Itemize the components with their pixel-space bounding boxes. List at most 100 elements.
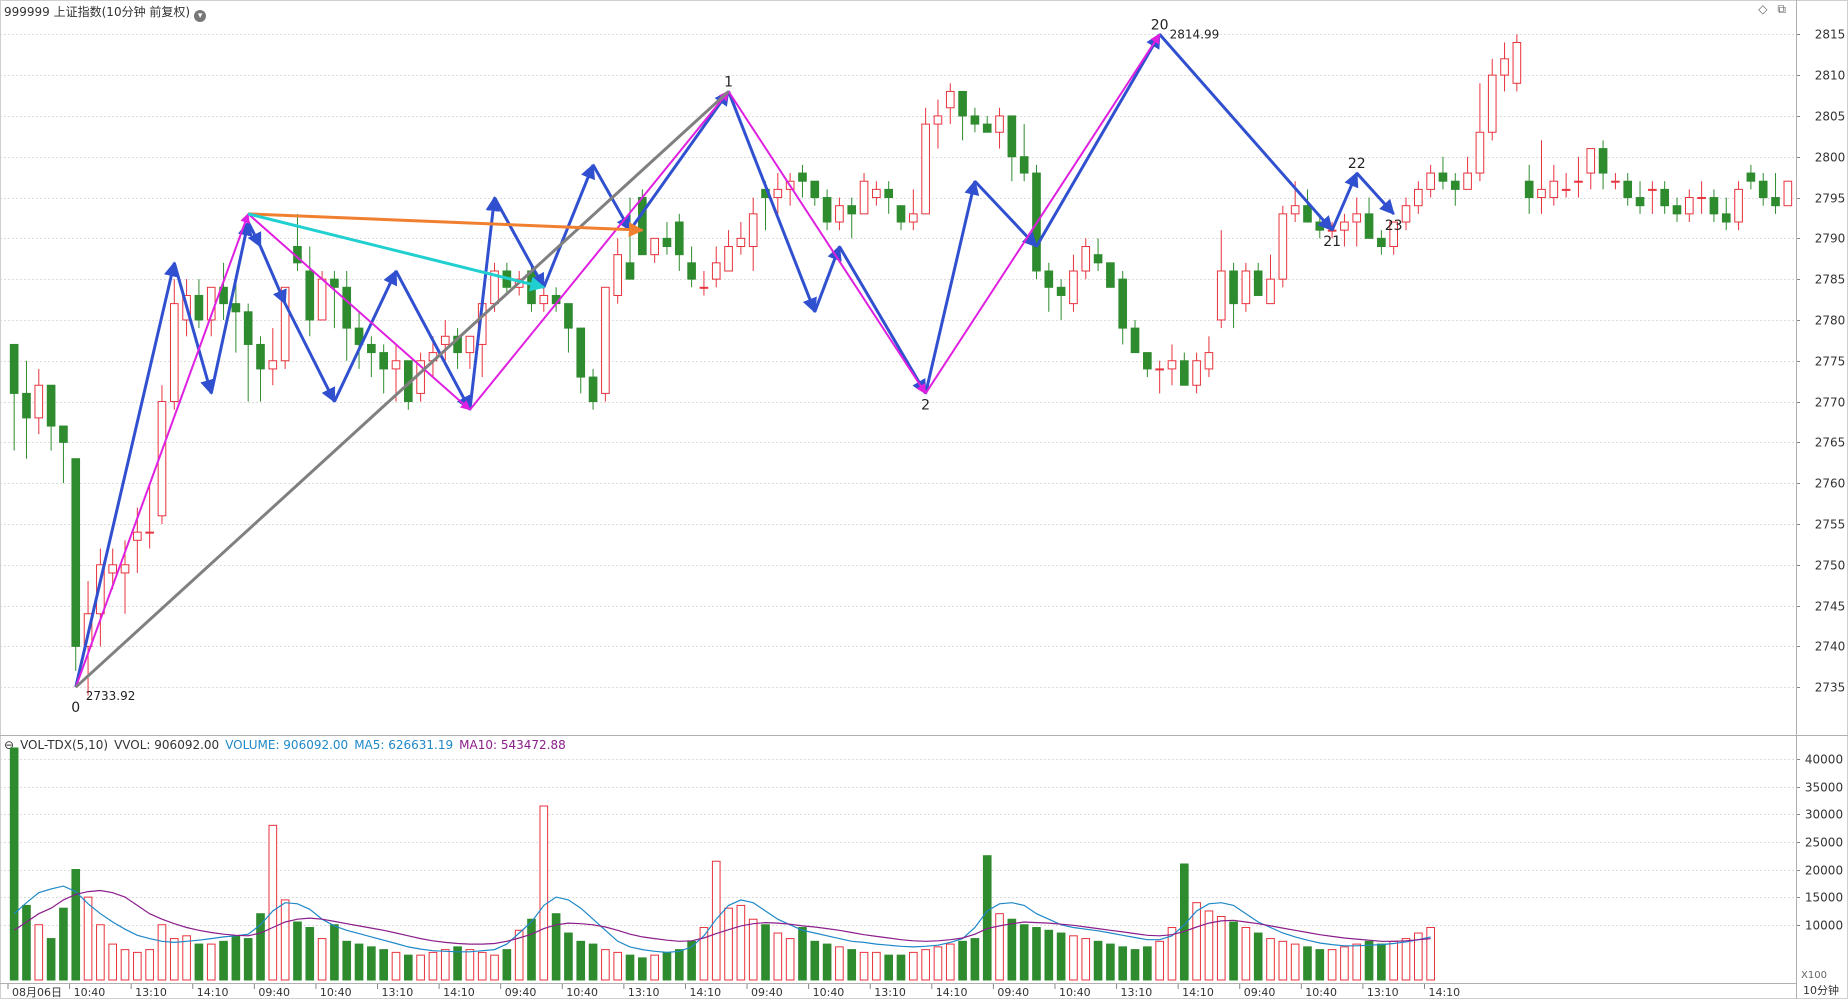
candle bbox=[1241, 262, 1251, 312]
candle-body-down bbox=[958, 90, 967, 117]
wave-lines bbox=[74, 33, 1395, 689]
candle-body-down bbox=[564, 303, 573, 329]
candle-body-up bbox=[1340, 221, 1349, 231]
time-tick-label: 09:40 bbox=[751, 986, 783, 999]
candle-body-down bbox=[1118, 278, 1128, 329]
volume-bar bbox=[108, 943, 118, 981]
candle bbox=[773, 173, 783, 214]
wave-segment bbox=[259, 245, 287, 306]
candle bbox=[872, 181, 881, 206]
candle bbox=[945, 83, 955, 125]
volume-bar bbox=[477, 951, 487, 981]
candle bbox=[342, 270, 352, 361]
candle-body-up bbox=[613, 254, 623, 296]
price-tick-label: 2765 bbox=[1815, 436, 1846, 450]
volume-bar bbox=[1192, 902, 1201, 981]
candle-body-up bbox=[1475, 131, 1485, 174]
candle bbox=[1229, 262, 1238, 329]
candle bbox=[933, 99, 943, 149]
candle-body-down bbox=[1093, 254, 1103, 264]
candle-body-up bbox=[859, 180, 869, 215]
candle-body-up bbox=[699, 286, 709, 289]
candle-body-up bbox=[1574, 180, 1583, 183]
candle-body-down bbox=[576, 327, 586, 378]
volume-bar bbox=[1290, 943, 1300, 981]
candle-body-down bbox=[59, 425, 68, 443]
wave-segment bbox=[469, 90, 730, 411]
diamond-icon[interactable]: ◇ bbox=[1758, 2, 1768, 16]
volume-bar bbox=[982, 855, 992, 981]
candle bbox=[9, 343, 19, 451]
candle bbox=[982, 115, 992, 133]
price-tick-label: 2810 bbox=[1815, 69, 1846, 83]
volume-bar bbox=[822, 943, 832, 981]
candle-body-down bbox=[1623, 180, 1633, 199]
volume-indicator-icon[interactable]: ⊖ bbox=[4, 738, 15, 752]
candle-body-down bbox=[1253, 270, 1263, 296]
volume-bar bbox=[502, 949, 512, 981]
time-tick-label: 14:10 bbox=[443, 986, 475, 999]
candle bbox=[1623, 173, 1633, 206]
candle-body-up bbox=[650, 237, 659, 256]
annotation-label: 2 bbox=[921, 397, 930, 413]
price-tick-label: 2785 bbox=[1815, 273, 1846, 287]
volume-bar bbox=[1179, 863, 1189, 981]
volume-bar bbox=[576, 940, 586, 981]
candle-body-up bbox=[133, 531, 142, 541]
candle bbox=[1450, 173, 1460, 206]
candle-body-up bbox=[1586, 148, 1596, 174]
wave-segment bbox=[246, 221, 262, 248]
volume-bar bbox=[256, 913, 265, 981]
restore-icon[interactable]: ⧉ bbox=[1777, 2, 1786, 16]
wave-segment bbox=[247, 212, 546, 292]
wave-line-wave_blue bbox=[74, 33, 1395, 688]
candle bbox=[1734, 181, 1743, 231]
candle bbox=[662, 222, 672, 255]
volume-indicator-name[interactable]: VOL-TDX(5,10) bbox=[20, 738, 109, 752]
candle bbox=[995, 107, 1004, 149]
candle-body-down bbox=[46, 384, 56, 427]
candle-body-down bbox=[1315, 221, 1325, 231]
candle-body-down bbox=[9, 343, 19, 394]
candle bbox=[1697, 181, 1706, 214]
candle bbox=[1783, 180, 1793, 207]
volume-bar bbox=[1315, 949, 1325, 981]
candle bbox=[638, 189, 647, 256]
candle bbox=[798, 164, 807, 198]
candle-body-up bbox=[1167, 360, 1177, 370]
candle bbox=[1746, 164, 1756, 190]
candle bbox=[699, 270, 709, 296]
candle bbox=[1771, 173, 1780, 214]
candle-body-up bbox=[711, 262, 721, 280]
candle-body-up bbox=[1266, 278, 1275, 305]
time-tick-label: 10:40 bbox=[566, 986, 598, 999]
candle-body-up bbox=[539, 294, 549, 305]
candle bbox=[1340, 213, 1349, 247]
volume-bar bbox=[34, 924, 44, 981]
candle-body-up bbox=[1204, 352, 1214, 370]
time-tick-label: 14:10 bbox=[936, 986, 968, 999]
volume-ma-lines bbox=[13, 885, 1431, 954]
candle bbox=[1056, 279, 1066, 320]
volume-bar bbox=[1241, 927, 1251, 981]
chevron-down-icon[interactable]: ▾ bbox=[194, 10, 207, 22]
candle-body-down bbox=[1179, 360, 1189, 386]
volume-bar bbox=[1056, 932, 1066, 981]
candle-body-up bbox=[268, 360, 278, 370]
candle bbox=[1500, 42, 1509, 92]
candle-body-down bbox=[1672, 205, 1682, 215]
volume-bar bbox=[514, 929, 524, 981]
volume-bar bbox=[785, 938, 795, 981]
candle bbox=[1044, 262, 1054, 312]
volume-bar bbox=[83, 896, 93, 981]
candle bbox=[465, 335, 475, 369]
candle-body-up bbox=[1290, 205, 1300, 215]
time-tick-label: 13:10 bbox=[874, 986, 906, 999]
volume-bar bbox=[305, 927, 315, 981]
time-tick-label: 10:40 bbox=[320, 986, 352, 999]
candle-body-down bbox=[982, 123, 992, 133]
candle bbox=[453, 328, 462, 369]
candle bbox=[1192, 352, 1201, 394]
wave-segment bbox=[247, 213, 471, 411]
